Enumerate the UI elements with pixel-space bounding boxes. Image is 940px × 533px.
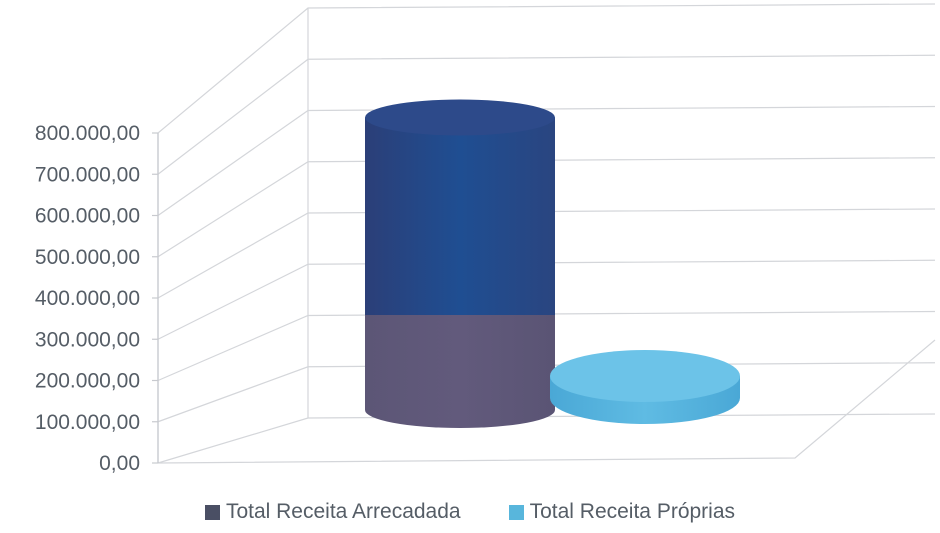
legend-item-proprias: Total Receita Próprias: [508, 500, 736, 524]
bar-total-receita-arrecadada: [365, 117, 555, 315]
gridlines: [157, 3, 936, 464]
legend-swatch-proprias: [508, 504, 524, 520]
y-tick-label: 500.000,00: [35, 246, 140, 269]
bar-total-receita-arrecadada-lower: [365, 315, 555, 428]
y-tick-labels: 0,00 100.000,00 200.000,00 300.000,00 400.00…: [35, 122, 140, 475]
bar-top-total-receita-arrecadada: [365, 99, 555, 136]
y-tick-label: 600.000,00: [35, 205, 140, 228]
legend: Total Receita Arrecadada Total Receita P…: [0, 500, 940, 524]
y-tick-label: 700.000,00: [35, 163, 140, 186]
y-tick-label: 100.000,00: [35, 411, 140, 434]
legend-swatch-arrecadada: [204, 504, 220, 520]
floor-edge: [157, 339, 936, 464]
y-axis: [152, 132, 159, 464]
y-tick-label: 300.000,00: [35, 328, 140, 351]
y-tick-label: 0,00: [99, 452, 140, 475]
y-tick-label: 800.000,00: [35, 122, 140, 145]
legend-label-proprias: Total Receita Próprias: [529, 500, 736, 523]
bars: [365, 99, 740, 428]
legend-label-arrecadada: Total Receita Arrecadada: [225, 500, 461, 523]
y-tick-label: 400.000,00: [35, 287, 140, 310]
y-tick-label: 200.000,00: [35, 370, 140, 393]
bar-top-total-receita-proprias: [550, 350, 740, 402]
legend-item-arrecadada: Total Receita Arrecadada: [204, 500, 461, 524]
